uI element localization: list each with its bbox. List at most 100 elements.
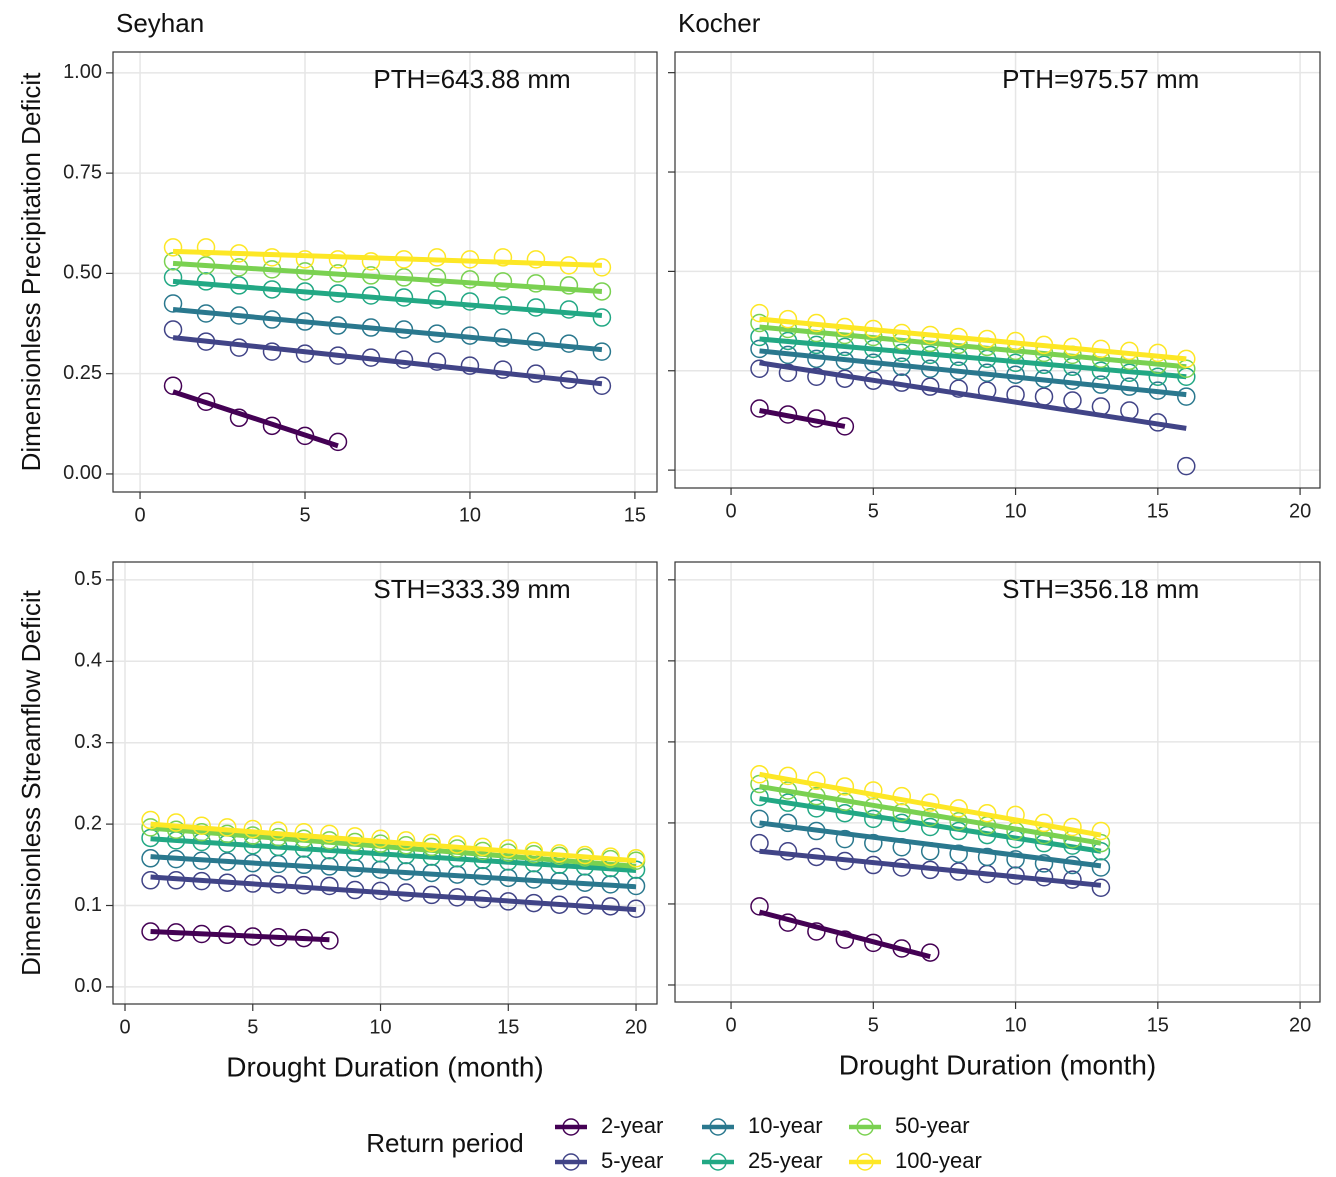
point xyxy=(592,342,612,361)
point xyxy=(864,833,883,853)
annotation: STH=356.18 mm xyxy=(1002,574,1199,604)
point xyxy=(460,270,480,289)
y-tick-label: 0.1 xyxy=(74,894,102,916)
point xyxy=(320,824,339,844)
x-tick-label: 10 xyxy=(369,1016,391,1038)
x-tick-label: 20 xyxy=(625,1016,647,1038)
annotation: PTH=975.57 mm xyxy=(1002,64,1199,94)
legend-label: 10-year xyxy=(748,1113,823,1138)
fit-line xyxy=(759,324,1187,370)
fit-line xyxy=(759,783,1102,846)
point xyxy=(1148,343,1168,363)
point xyxy=(163,268,183,287)
point xyxy=(750,313,769,333)
point xyxy=(1091,858,1111,877)
point xyxy=(835,930,855,949)
x-tick-label: 20 xyxy=(1289,1014,1311,1036)
x-tick-label: 10 xyxy=(1004,500,1026,522)
legend-key xyxy=(562,1118,580,1136)
point xyxy=(196,238,216,257)
legend-label: 25-year xyxy=(748,1148,823,1173)
point xyxy=(493,248,513,267)
point xyxy=(1177,359,1196,379)
x-tick-label: 0 xyxy=(725,500,736,522)
point xyxy=(750,303,769,323)
fit-line xyxy=(759,408,846,429)
panel-title: Kocher xyxy=(678,8,761,38)
x-tick-label: 15 xyxy=(1147,1014,1169,1036)
point xyxy=(320,876,339,896)
legend-title: Return period xyxy=(366,1128,524,1158)
point xyxy=(750,897,769,916)
y-axis-label: Dimensionless Precipitation Deficit xyxy=(16,72,46,472)
x-tick-label: 20 xyxy=(1289,500,1311,522)
fit-line xyxy=(150,821,637,864)
panel-border xyxy=(112,51,658,493)
point xyxy=(750,833,769,853)
fit-line xyxy=(150,929,330,943)
x-tick-label: 0 xyxy=(119,1016,130,1038)
point xyxy=(163,320,183,339)
point xyxy=(460,356,480,375)
legend-key xyxy=(709,1118,727,1136)
point xyxy=(526,250,546,269)
x-tick-label: 15 xyxy=(624,504,646,526)
point xyxy=(1177,387,1196,406)
point xyxy=(1006,805,1025,825)
x-tick-label: 5 xyxy=(868,500,879,522)
point xyxy=(949,379,968,398)
panel: 0 5 10 15 20 Kocher PTH=975.57 mm xyxy=(668,8,1321,522)
x-axis-label: Drought Duration (month) xyxy=(226,1051,543,1082)
fit-line xyxy=(150,874,637,913)
y-tick-label: 1.00 xyxy=(63,61,102,83)
y-axis-label: Dimensionless Streamflow Deficit xyxy=(16,589,46,976)
point xyxy=(1006,850,1025,869)
fit-line xyxy=(172,307,603,353)
point xyxy=(427,352,447,371)
panel-border xyxy=(112,561,658,1005)
panel: 0 5 10 15 20 Drought Duration (month) STH=356.… xyxy=(668,561,1321,1080)
legend-key xyxy=(856,1118,874,1136)
point xyxy=(778,363,798,382)
legend-key xyxy=(709,1153,727,1171)
point xyxy=(807,367,826,386)
fit-line xyxy=(172,389,339,449)
point xyxy=(1034,387,1054,406)
y-tick-label: 0.75 xyxy=(63,161,102,183)
panel-border xyxy=(674,561,1321,1003)
fit-line xyxy=(759,848,1102,888)
fit-line xyxy=(172,248,602,268)
x-tick-label: 0 xyxy=(134,504,145,526)
annotation: PTH=643.88 mm xyxy=(373,64,570,94)
legend-label: 100-year xyxy=(895,1148,982,1173)
x-tick-label: 15 xyxy=(1147,500,1169,522)
y-tick-label: 0.25 xyxy=(63,362,102,384)
point xyxy=(163,238,183,257)
fit-line xyxy=(758,909,931,960)
x-tick-label: 10 xyxy=(459,504,481,526)
x-axis-label: Drought Duration (month) xyxy=(839,1049,1156,1080)
fit-line xyxy=(150,854,637,890)
y-tick-label: 0.5 xyxy=(74,568,102,590)
point xyxy=(427,268,447,287)
x-tick-label: 5 xyxy=(299,504,310,526)
point xyxy=(460,292,480,311)
point xyxy=(1091,878,1111,897)
x-tick-label: 5 xyxy=(247,1016,258,1038)
x-tick-label: 0 xyxy=(725,1014,736,1036)
point xyxy=(141,871,160,890)
fit-line xyxy=(759,316,1187,362)
point xyxy=(345,827,365,846)
point xyxy=(1034,854,1054,873)
annotation: STH=333.39 mm xyxy=(373,574,570,604)
point xyxy=(559,300,579,319)
x-tick-label: 15 xyxy=(497,1016,519,1038)
point xyxy=(949,844,968,863)
point xyxy=(294,822,314,842)
panel: 0 5 10 15 20 0.0 0.1 0.2 0.3 0.4 0.5 Dimensionless … xyxy=(16,561,658,1082)
point xyxy=(750,399,769,418)
legend-key xyxy=(562,1153,580,1171)
point xyxy=(750,809,769,829)
fit-line xyxy=(759,771,1102,838)
x-tick-label: 10 xyxy=(1004,1014,1026,1036)
